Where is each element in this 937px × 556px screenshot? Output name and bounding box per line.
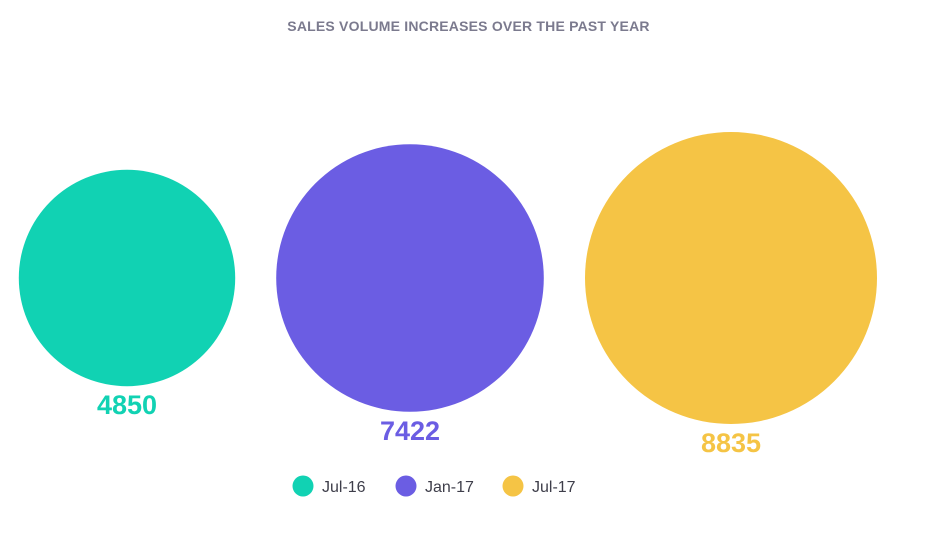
legend-item-jan-17[interactable]: Jan-17 <box>395 475 475 497</box>
value-labels-group: 4850 7422 8835 <box>97 390 761 458</box>
legend-label: Jul-17 <box>532 479 576 496</box>
bubble-jul-16[interactable] <box>18 169 236 387</box>
legend: Jul-16 Jan-17 Jul-17 <box>292 475 576 497</box>
legend-label: Jul-16 <box>322 479 366 496</box>
legend-label: Jan-17 <box>425 479 474 496</box>
bubbles-group <box>18 132 877 424</box>
value-label-jul-17: 8835 <box>701 428 761 458</box>
value-label-jan-17: 7422 <box>380 416 440 446</box>
bubble-jul-17[interactable] <box>585 132 877 424</box>
value-label-jul-16: 4850 <box>97 390 157 420</box>
chart-title: SALES VOLUME INCREASES OVER THE PAST YEA… <box>287 18 650 34</box>
legend-swatch <box>502 475 524 497</box>
bubble-jan-17[interactable] <box>276 144 544 412</box>
legend-item-jul-17[interactable]: Jul-17 <box>502 475 576 497</box>
legend-swatch <box>292 475 314 497</box>
legend-item-jul-16[interactable]: Jul-16 <box>292 475 366 497</box>
legend-swatch <box>395 475 417 497</box>
